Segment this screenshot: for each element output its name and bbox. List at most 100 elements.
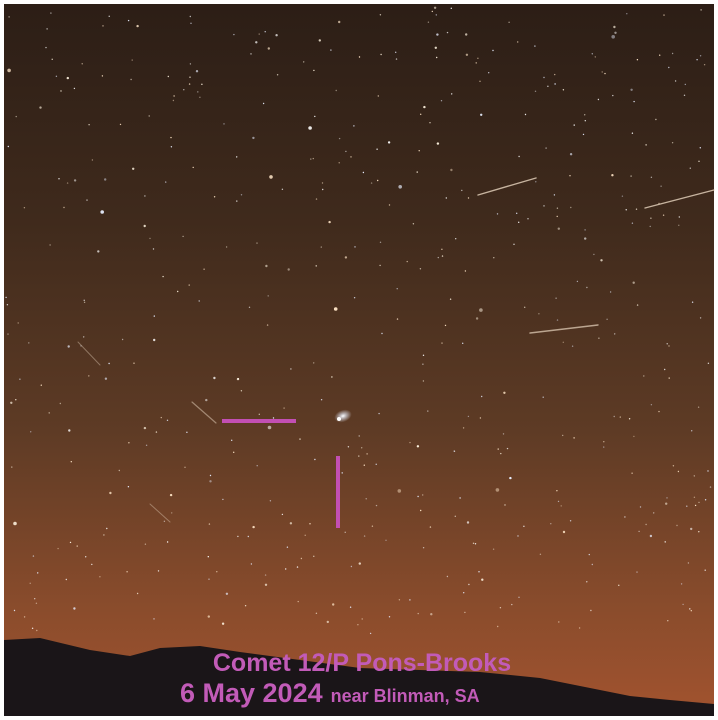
star <box>464 612 465 613</box>
star <box>423 355 424 356</box>
star <box>370 633 371 634</box>
star <box>650 218 651 219</box>
star <box>570 207 571 208</box>
star <box>479 308 483 312</box>
star <box>614 416 615 417</box>
star <box>479 81 480 82</box>
star <box>241 194 242 195</box>
sky <box>4 4 714 716</box>
star <box>630 89 632 91</box>
star <box>171 512 172 513</box>
star <box>633 282 635 284</box>
star <box>417 445 419 447</box>
star <box>636 571 637 572</box>
star <box>350 607 351 608</box>
star <box>561 505 562 506</box>
star <box>362 618 363 619</box>
star <box>466 54 468 56</box>
star <box>451 8 452 9</box>
star <box>543 397 544 398</box>
star <box>168 76 169 77</box>
star <box>158 570 159 571</box>
star <box>319 39 321 41</box>
star <box>102 25 103 26</box>
star <box>691 430 692 431</box>
star <box>668 67 669 68</box>
star <box>11 466 12 467</box>
star <box>557 216 558 217</box>
star <box>396 58 397 59</box>
star <box>423 547 424 548</box>
star <box>60 90 61 91</box>
star <box>556 490 557 491</box>
photo: Comet 12/P Pons-Brooks 6 May 2024near Bl… <box>0 0 718 720</box>
star <box>395 52 396 53</box>
star <box>669 377 670 378</box>
star <box>667 343 668 344</box>
star <box>128 20 129 21</box>
star <box>46 28 47 29</box>
star <box>407 261 408 262</box>
star <box>708 363 709 364</box>
star <box>633 436 634 437</box>
star <box>350 156 351 157</box>
star <box>86 199 87 200</box>
star <box>353 125 354 126</box>
star <box>354 297 355 298</box>
star <box>427 410 428 411</box>
star <box>637 304 638 305</box>
star <box>342 472 343 473</box>
star <box>313 70 314 71</box>
star <box>600 259 602 261</box>
star <box>282 189 283 190</box>
star <box>645 524 646 525</box>
star <box>636 209 637 210</box>
star <box>420 114 421 115</box>
star <box>328 221 330 223</box>
star <box>380 14 381 15</box>
star <box>562 435 563 436</box>
star <box>694 497 695 498</box>
star <box>24 207 25 208</box>
star <box>269 175 273 179</box>
star <box>249 307 250 308</box>
caption-date: 6 May 2024 <box>180 678 323 708</box>
star <box>67 77 69 79</box>
star <box>265 31 266 32</box>
star <box>640 506 641 507</box>
star <box>371 182 372 183</box>
star <box>130 79 131 80</box>
star <box>631 473 632 474</box>
star <box>508 22 509 23</box>
star <box>314 116 315 117</box>
star <box>97 250 99 252</box>
star <box>707 470 708 471</box>
star <box>688 562 689 563</box>
star <box>28 342 29 343</box>
star <box>524 307 525 308</box>
star <box>413 223 414 224</box>
star <box>563 531 565 533</box>
star <box>450 169 452 171</box>
star <box>336 90 337 91</box>
star <box>480 417 481 418</box>
star <box>252 526 254 528</box>
star <box>268 47 270 49</box>
star <box>273 417 274 418</box>
star <box>372 526 373 527</box>
star <box>132 168 134 170</box>
star <box>535 181 536 182</box>
star <box>287 547 288 548</box>
star <box>388 141 390 143</box>
star <box>376 464 377 465</box>
star <box>119 470 120 471</box>
star <box>189 83 190 84</box>
star <box>314 459 315 460</box>
star <box>128 486 129 487</box>
star <box>660 186 661 187</box>
star <box>672 53 673 54</box>
star <box>106 528 107 529</box>
star <box>303 61 304 62</box>
star <box>73 607 75 609</box>
star <box>665 541 666 542</box>
